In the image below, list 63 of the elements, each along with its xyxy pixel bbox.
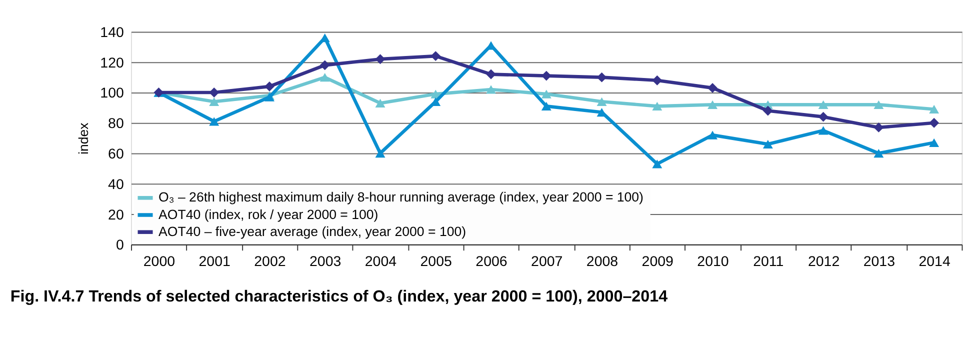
y-tick-label: 100 <box>100 86 124 102</box>
point <box>596 72 607 82</box>
legend-label: AOT40 – five-year average (index, year 2000 = 100) <box>158 224 466 239</box>
point <box>874 148 884 158</box>
x-tick-label: 2006 <box>476 254 508 270</box>
point <box>264 81 274 92</box>
point <box>375 54 386 64</box>
point <box>652 75 662 86</box>
x-tick-label: 2007 <box>531 254 563 270</box>
point <box>762 140 773 148</box>
point <box>818 100 828 109</box>
point <box>541 102 552 110</box>
y-tick-label: 80 <box>108 116 124 132</box>
legend-label: O₃ – 26th highest maximum daily 8-hour running average (index, year 2000 = 100) <box>158 190 644 205</box>
point <box>874 122 884 132</box>
point <box>818 112 828 122</box>
point <box>929 104 940 114</box>
point <box>209 97 220 106</box>
point <box>486 85 496 94</box>
point <box>375 148 386 158</box>
x-tick-label: 2014 <box>918 254 950 270</box>
y-tick-label: 20 <box>108 207 124 224</box>
x-tick-label: 2011 <box>753 254 784 270</box>
point <box>541 70 552 81</box>
point <box>320 34 330 42</box>
point <box>375 98 386 108</box>
x-tick-label: 2008 <box>586 254 618 270</box>
point <box>209 117 220 126</box>
y-tick-label: 40 <box>108 176 124 193</box>
x-tick-label: 2004 <box>364 254 397 270</box>
x-tick-label: 2001 <box>198 254 230 270</box>
point <box>708 82 718 93</box>
x-tick-label: 2003 <box>309 254 342 270</box>
point <box>430 51 441 62</box>
point <box>652 102 662 110</box>
x-tick-label: 2002 <box>254 254 286 270</box>
point <box>486 69 496 80</box>
point <box>652 160 662 168</box>
x-tick-label: 2013 <box>863 254 896 270</box>
point <box>320 60 330 70</box>
x-tick-label: 2000 <box>143 254 176 270</box>
y-tick-label: 140 <box>100 24 124 41</box>
y-tick-label: 60 <box>108 146 124 162</box>
point <box>708 100 718 109</box>
y-axis-title: index <box>76 122 91 154</box>
point <box>929 138 940 147</box>
point <box>708 130 718 140</box>
point <box>596 97 607 106</box>
point <box>762 106 773 116</box>
point <box>818 126 828 135</box>
point <box>209 88 220 98</box>
point <box>541 90 552 98</box>
point <box>320 73 330 82</box>
text: Fig. IV.4.7 Trends of selected characteristics of O₃ (index, year 2000 = 100), 2000–2014 <box>10 287 668 306</box>
point <box>874 100 884 109</box>
x-tick-label: 2012 <box>808 254 840 270</box>
x-tick-label: 2010 <box>697 254 729 270</box>
y-tick-label: 120 <box>100 55 124 72</box>
x-tick-label: 2009 <box>642 254 674 270</box>
y-tick-label: 0 <box>116 238 124 254</box>
point <box>929 118 940 128</box>
x-tick-label: 2005 <box>420 254 452 270</box>
legend-label: AOT40 (index, rok / year 2000 = 100) <box>158 206 378 222</box>
